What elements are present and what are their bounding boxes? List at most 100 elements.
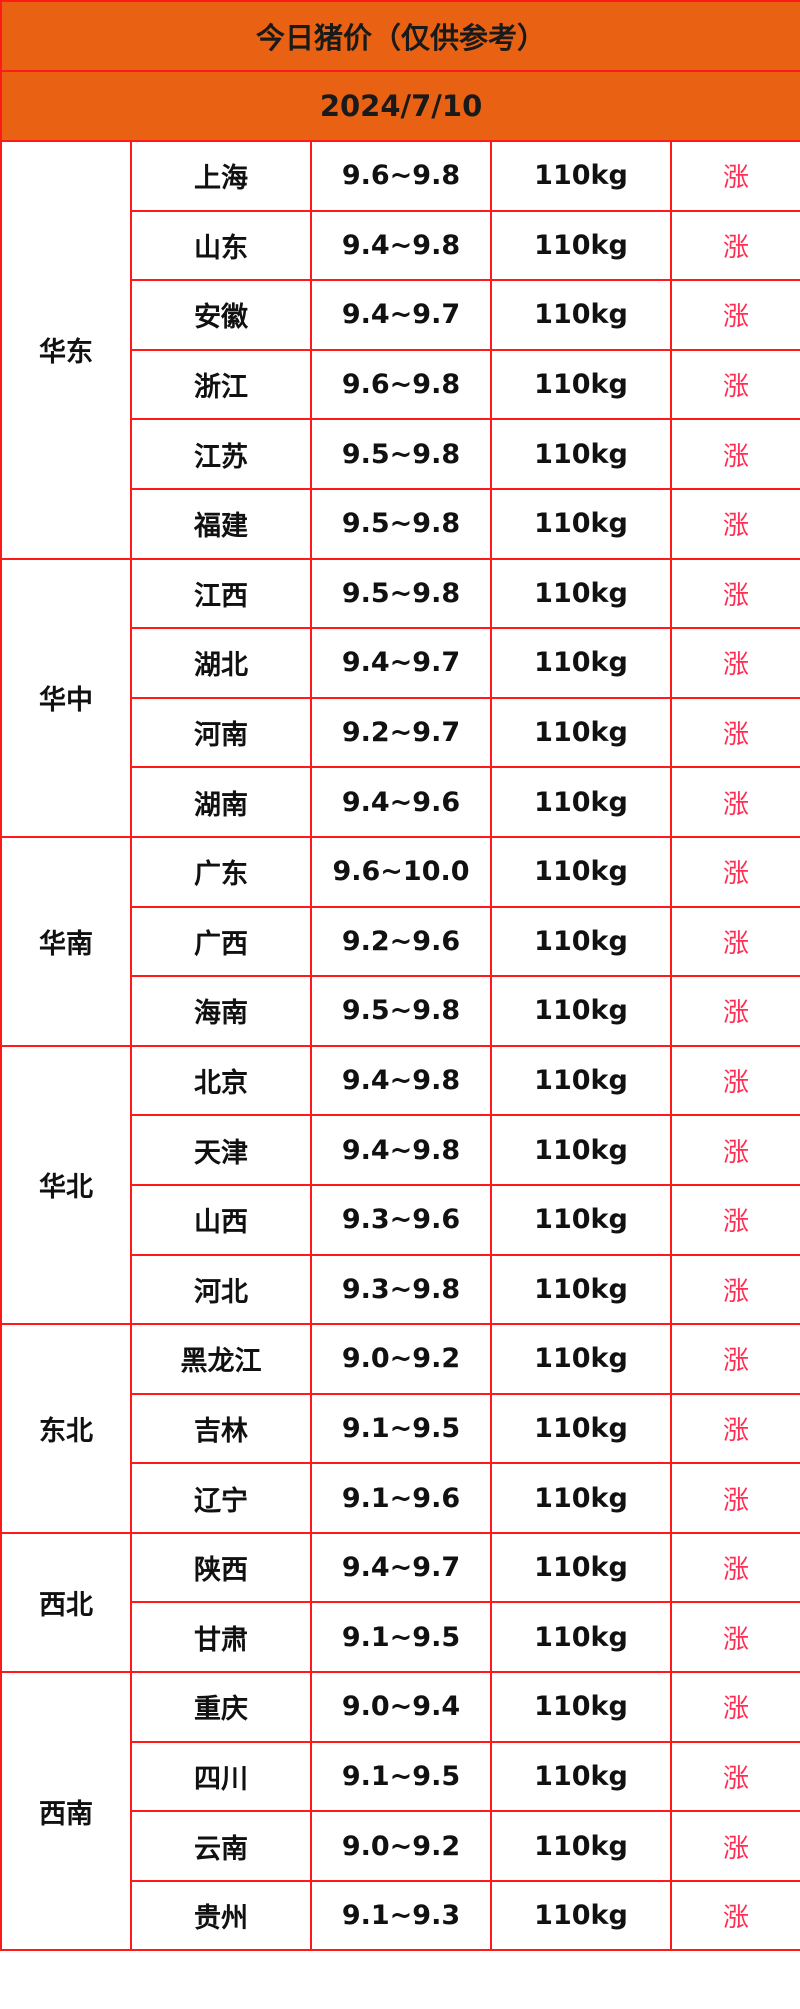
province-cell: 广西 <box>130 905 312 978</box>
pig-price-table: 今日猪价（仅供参考） 2024/7/10 华东 上海 9.6~9.8 110kg 涨山东… <box>0 0 800 1952</box>
trend-cell: 涨 <box>669 1253 800 1326</box>
region-cell: 西南 <box>0 1671 132 1952</box>
province-cell: 重庆 <box>130 1671 312 1743</box>
price-cell: 9.1~9.5 <box>310 1601 492 1674</box>
trend-cell: 涨 <box>669 140 800 212</box>
price-cell: 9.1~9.3 <box>310 1879 492 1952</box>
trend-cell: 涨 <box>669 279 800 351</box>
table-row: 安徽 9.4~9.7 110kg 涨 <box>1 279 800 351</box>
province-cell: 陕西 <box>130 1531 312 1604</box>
trend-cell: 涨 <box>669 1671 800 1743</box>
province-cell: 甘肃 <box>130 1601 312 1674</box>
trend-cell: 涨 <box>669 1462 800 1534</box>
trend-cell: 涨 <box>669 1531 800 1604</box>
price-cell: 9.4~9.7 <box>310 627 492 699</box>
price-cell: 9.4~9.8 <box>310 1114 492 1186</box>
region-cell: 西北 <box>0 1531 132 1674</box>
weight-cell: 110kg <box>490 279 672 351</box>
province-cell: 安徽 <box>130 279 312 351</box>
weight-cell: 110kg <box>490 487 672 560</box>
weight-cell: 110kg <box>490 1740 672 1813</box>
trend-cell: 涨 <box>669 1392 800 1465</box>
price-cell: 9.4~9.7 <box>310 1531 492 1604</box>
table-row: 四川 9.1~9.5 110kg 涨 <box>1 1740 800 1813</box>
province-cell: 山西 <box>130 1183 312 1256</box>
table-row: 华北 北京 9.4~9.8 110kg 涨 <box>0 1044 800 1326</box>
province-cell: 浙江 <box>130 348 312 421</box>
trend-cell: 涨 <box>669 487 800 560</box>
weight-cell: 110kg <box>490 209 672 282</box>
region-cell: 华中 <box>0 557 132 838</box>
region-cell: 华东 <box>0 140 132 560</box>
table-row: 湖北 9.4~9.7 110kg 涨 <box>1 627 800 699</box>
weight-cell: 110kg <box>490 418 672 490</box>
table-row: 甘肃 9.1~9.5 110kg 涨 <box>1 1601 800 1674</box>
table-date: 2024/7/10 <box>0 70 800 142</box>
trend-cell: 涨 <box>669 905 800 978</box>
table-row: 河南 9.2~9.7 110kg 涨 <box>1 696 800 769</box>
table-row: 广西 9.2~9.6 110kg 涨 <box>1 905 800 978</box>
price-cell: 9.5~9.8 <box>310 487 492 560</box>
weight-cell: 110kg <box>490 766 672 838</box>
weight-cell: 110kg <box>490 696 672 769</box>
table-row: 天津 9.4~9.8 110kg 涨 <box>1 1114 800 1186</box>
trend-cell: 涨 <box>669 348 800 421</box>
price-cell: 9.3~9.8 <box>310 1253 492 1326</box>
table-row: 云南 9.0~9.2 110kg 涨 <box>1 1810 800 1882</box>
table-row: 海南 9.5~9.8 110kg 涨 <box>1 975 800 1047</box>
table-row: 华东 上海 9.6~9.8 110kg 涨 <box>0 140 800 560</box>
trend-cell: 涨 <box>669 1740 800 1813</box>
table-row: 东北 黑龙江 9.0~9.2 110kg 涨 <box>0 1323 800 1534</box>
price-cell: 9.6~10.0 <box>310 835 492 908</box>
trend-cell: 涨 <box>669 1044 800 1117</box>
weight-cell: 110kg <box>490 627 672 699</box>
table-title: 今日猪价（仅供参考） <box>0 0 800 72</box>
province-cell: 河北 <box>130 1253 312 1326</box>
province-cell: 江西 <box>130 557 312 630</box>
price-cell: 9.6~9.8 <box>310 140 492 212</box>
table-row: 山东 9.4~9.8 110kg 涨 <box>1 209 800 282</box>
weight-cell: 110kg <box>490 1879 672 1952</box>
price-cell: 9.0~9.2 <box>310 1323 492 1395</box>
region-cell: 东北 <box>0 1323 132 1534</box>
trend-cell: 涨 <box>669 1323 800 1395</box>
weight-cell: 110kg <box>490 1044 672 1117</box>
table-row: 辽宁 9.1~9.6 110kg 涨 <box>1 1462 800 1534</box>
trend-cell: 涨 <box>669 557 800 630</box>
price-cell: 9.5~9.8 <box>310 557 492 630</box>
province-cell: 辽宁 <box>130 1462 312 1534</box>
province-cell: 广东 <box>130 835 312 908</box>
province-cell: 河南 <box>130 696 312 769</box>
trend-cell: 涨 <box>669 1810 800 1882</box>
region-cell: 华北 <box>0 1044 132 1326</box>
weight-cell: 110kg <box>490 140 672 212</box>
trend-cell: 涨 <box>669 696 800 769</box>
weight-cell: 110kg <box>490 1671 672 1743</box>
weight-cell: 110kg <box>490 1531 672 1604</box>
price-cell: 9.1~9.6 <box>310 1462 492 1534</box>
price-cell: 9.0~9.4 <box>310 1671 492 1743</box>
weight-cell: 110kg <box>490 1601 672 1674</box>
weight-cell: 110kg <box>490 1253 672 1326</box>
trend-cell: 涨 <box>669 1601 800 1674</box>
province-cell: 湖南 <box>130 766 312 838</box>
weight-cell: 110kg <box>490 1392 672 1465</box>
price-cell: 9.4~9.8 <box>310 209 492 282</box>
weight-cell: 110kg <box>490 1114 672 1186</box>
table-row: 山西 9.3~9.6 110kg 涨 <box>1 1183 800 1256</box>
price-cell: 9.5~9.8 <box>310 975 492 1047</box>
table-row: 浙江 9.6~9.8 110kg 涨 <box>1 348 800 421</box>
table-row: 贵州 9.1~9.3 110kg 涨 <box>1 1879 800 1952</box>
table-row: 福建 9.5~9.8 110kg 涨 <box>1 487 800 560</box>
table-row: 河北 9.3~9.8 110kg 涨 <box>1 1253 800 1326</box>
province-cell: 黑龙江 <box>130 1323 312 1395</box>
price-cell: 9.4~9.6 <box>310 766 492 838</box>
table-row: 西南 重庆 9.0~9.4 110kg 涨 <box>0 1671 800 1952</box>
weight-cell: 110kg <box>490 557 672 630</box>
trend-cell: 涨 <box>669 627 800 699</box>
price-cell: 9.2~9.7 <box>310 696 492 769</box>
weight-cell: 110kg <box>490 1183 672 1256</box>
weight-cell: 110kg <box>490 835 672 908</box>
price-cell: 9.1~9.5 <box>310 1392 492 1465</box>
trend-cell: 涨 <box>669 1114 800 1186</box>
